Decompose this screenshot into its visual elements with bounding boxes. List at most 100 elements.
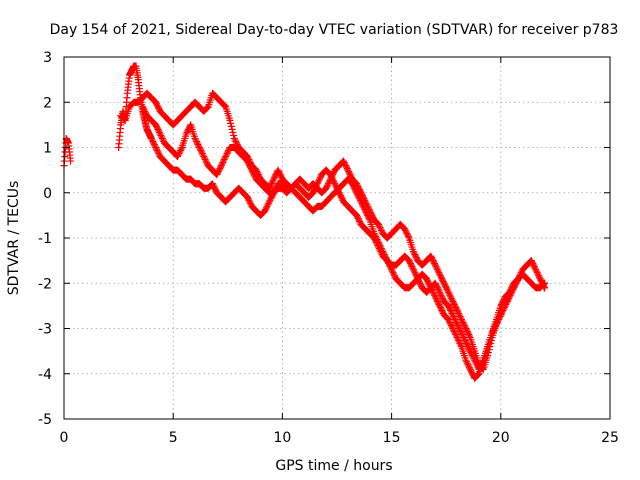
y-axis-label: SDTVAR / TECUs — [6, 181, 22, 296]
data-point — [538, 279, 546, 287]
data-point — [433, 284, 441, 292]
data-point — [154, 103, 162, 111]
data-point — [436, 288, 444, 296]
data-point — [527, 257, 535, 265]
data-point — [442, 284, 450, 292]
data-point — [246, 162, 254, 170]
data-point — [326, 171, 334, 179]
x-axis-label: GPS time / hours — [275, 458, 392, 474]
data-point — [406, 258, 414, 266]
data-point — [231, 136, 239, 144]
data-point — [490, 326, 498, 334]
data-point — [356, 217, 364, 225]
data-point — [329, 177, 337, 185]
data-point — [139, 103, 147, 111]
data-point — [155, 104, 163, 112]
data-point — [409, 266, 417, 274]
data-point — [495, 314, 503, 322]
data-point — [373, 240, 381, 248]
data-point — [176, 147, 184, 155]
data-point — [262, 205, 270, 213]
data-point — [152, 100, 160, 108]
data-point — [201, 156, 209, 164]
data-point — [374, 220, 382, 228]
data-point — [155, 128, 163, 136]
data-point — [356, 186, 364, 194]
data-point — [446, 305, 454, 313]
data-point — [460, 335, 468, 343]
data-point — [430, 290, 438, 298]
data-point — [152, 145, 160, 153]
data-point — [202, 157, 210, 165]
data-point — [516, 272, 524, 280]
data-point — [148, 136, 156, 144]
data-point — [355, 216, 363, 224]
data-point — [363, 201, 371, 209]
data-point — [433, 296, 441, 304]
data-point — [364, 204, 372, 212]
data-point — [444, 302, 452, 310]
data-point — [462, 325, 470, 332]
data-point — [404, 232, 412, 240]
data-point — [407, 261, 415, 269]
data-point — [195, 142, 203, 150]
data-point — [245, 160, 253, 168]
data-point — [498, 308, 506, 316]
data-point — [158, 133, 166, 141]
data-point — [194, 140, 202, 148]
data-point — [244, 195, 252, 203]
data-point — [474, 371, 482, 379]
data-point — [221, 154, 229, 162]
data-point — [229, 128, 237, 136]
data-point — [454, 321, 462, 329]
series-track-b — [117, 89, 548, 373]
data-point — [267, 180, 275, 188]
data-point — [214, 169, 222, 177]
data-point — [217, 163, 225, 171]
data-point — [505, 294, 513, 302]
data-point — [366, 207, 374, 215]
axes: 0 5 10 15 20 25 -5 -4 -3 -2 -1 0 1 2 3 — [38, 50, 619, 446]
data-point — [412, 254, 420, 262]
data-point — [249, 168, 257, 176]
y-tick-label: 1 — [43, 141, 52, 157]
data-point — [247, 165, 255, 173]
data-point — [454, 335, 462, 343]
data-point — [159, 136, 167, 144]
data-point — [528, 258, 536, 266]
data-point — [464, 343, 472, 351]
series-track-c — [139, 103, 505, 373]
data-point — [246, 163, 254, 171]
data-point — [139, 104, 147, 112]
data-point — [506, 293, 514, 301]
data-point — [476, 362, 484, 370]
x-tick-label: 10 — [273, 430, 291, 446]
data-point — [274, 166, 282, 174]
data-point — [468, 350, 476, 358]
data-point — [409, 264, 417, 272]
data-point — [324, 181, 332, 189]
data-point — [174, 153, 182, 161]
data-point — [174, 151, 182, 159]
data-point — [268, 178, 276, 186]
data-point — [457, 329, 465, 337]
data-point — [222, 153, 230, 161]
data-point — [218, 160, 226, 168]
data-point — [535, 272, 543, 280]
data-point — [432, 294, 440, 302]
data-point — [516, 270, 524, 278]
data-point — [433, 297, 441, 305]
data-point — [248, 166, 256, 174]
data-point — [361, 198, 369, 206]
data-point — [377, 226, 385, 234]
data-point — [534, 270, 542, 278]
data-point — [243, 193, 251, 201]
data-point — [152, 98, 160, 106]
data-point — [540, 284, 548, 292]
data-point — [511, 281, 519, 289]
data-point — [455, 323, 463, 331]
data-point — [312, 183, 320, 191]
series-track-a — [60, 62, 548, 382]
data-point — [503, 299, 511, 307]
data-point — [441, 281, 449, 289]
